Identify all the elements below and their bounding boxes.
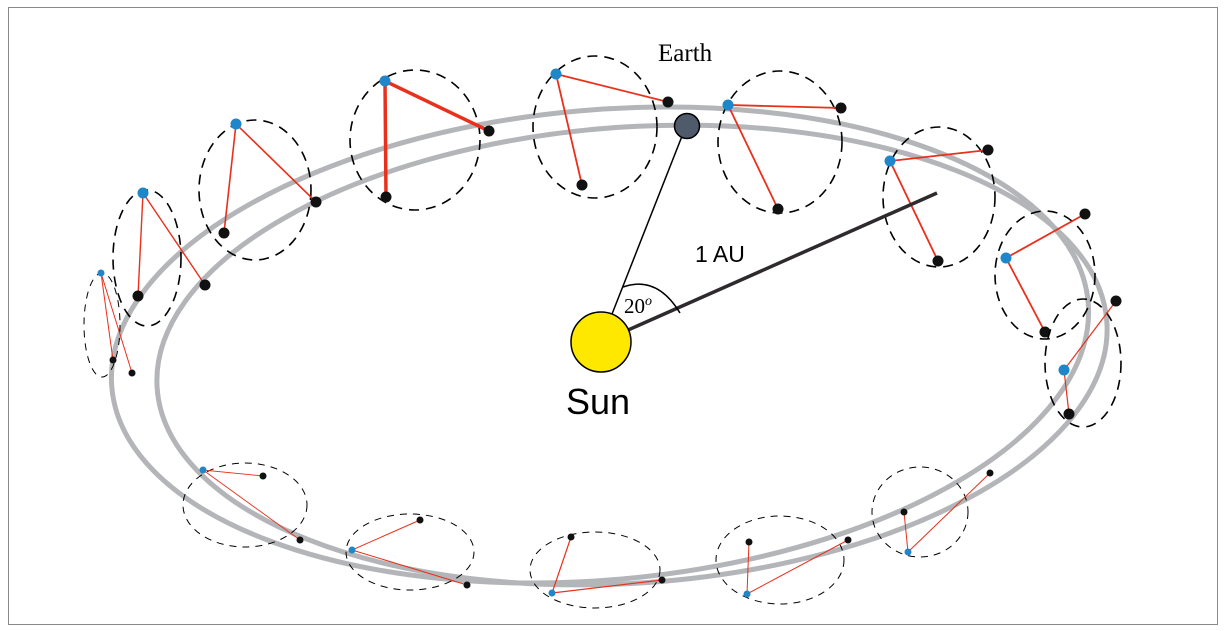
detector-orbit-circle <box>1044 298 1122 428</box>
detector-node-blue <box>743 590 751 598</box>
detector-orbit-circle <box>715 515 845 605</box>
detector-node-black <box>982 144 994 156</box>
detector-node-blue <box>550 68 562 80</box>
detector-orbit-circle <box>871 466 969 558</box>
distance-label: 1 AU <box>695 241 745 267</box>
detector-node-black <box>416 516 424 524</box>
detector-unit <box>112 187 211 327</box>
orbit-ellipses <box>108 104 1110 588</box>
detector-unit <box>83 269 136 378</box>
detector-node-black <box>1110 295 1122 307</box>
detector-node-black <box>844 536 852 544</box>
detector-orbit-circle <box>182 462 308 548</box>
detector-node-black <box>310 196 322 208</box>
detector-node-black <box>1079 208 1091 220</box>
detector-node-black <box>483 125 495 137</box>
orbit-ellipse-inner <box>154 122 1110 588</box>
sun-label: Sun <box>566 381 630 422</box>
detector-orbit-circle <box>529 531 661 609</box>
detector-triangle <box>201 469 301 541</box>
detector-node-blue <box>722 99 734 111</box>
detector-node-blue <box>348 546 356 554</box>
detector-node-black <box>986 469 994 477</box>
detector-node-blue <box>1000 252 1012 264</box>
detector-unit <box>345 513 475 591</box>
one-au-line <box>600 191 938 344</box>
detector-node-black <box>463 581 471 589</box>
detector-unit <box>182 462 308 548</box>
detector-node-black <box>1063 408 1075 420</box>
detector-orbit-circle <box>882 126 996 268</box>
detector-node-black <box>296 536 304 544</box>
detector-node-black <box>567 533 575 541</box>
detector-triangle <box>1004 213 1086 333</box>
detector-unit <box>994 208 1096 340</box>
detector-node-blue <box>137 187 149 199</box>
detector-node-black <box>932 255 944 267</box>
detector-node-black <box>835 102 847 114</box>
detector-node-black <box>745 538 753 546</box>
detector-unit <box>349 69 495 211</box>
detector-node-black <box>900 508 908 516</box>
detector-node-blue <box>1058 364 1070 376</box>
detector-node-black <box>259 472 267 480</box>
detector-node-black <box>658 576 666 584</box>
detector-node-blue <box>884 155 896 167</box>
angle-label: 20o <box>624 294 652 318</box>
detector-unit <box>532 55 674 199</box>
detector-unit <box>1044 295 1122 428</box>
detector-node-black <box>576 179 588 191</box>
sun-circle <box>570 311 632 373</box>
detector-orbit-circle <box>345 513 475 591</box>
detector-node-black <box>1039 326 1051 338</box>
detector-node-black <box>132 290 144 302</box>
detector-triangle <box>137 190 206 297</box>
detector-node-blue <box>97 269 105 277</box>
detector-triangle <box>100 272 133 374</box>
detector-node-black <box>199 279 211 291</box>
detector-node-black <box>662 96 674 108</box>
earth-label: Earth <box>658 40 713 67</box>
detector-units <box>83 55 1122 609</box>
detector-unit <box>529 531 666 609</box>
earth-circle <box>673 112 701 140</box>
detector-node-blue <box>199 466 207 474</box>
detector-node-black <box>772 203 784 215</box>
detector-orbit-circle <box>349 69 481 211</box>
detector-orbit-circle <box>198 119 312 261</box>
detector-node-black <box>109 356 117 364</box>
angle-value: 20 <box>624 294 645 318</box>
detector-unit <box>198 118 322 261</box>
angle-unit: o <box>645 294 652 309</box>
detector-unit <box>871 466 994 558</box>
detector-unit <box>717 70 847 215</box>
detector-node-blue <box>379 75 391 87</box>
detector-orbit-circle <box>532 55 658 199</box>
detector-triangle <box>383 78 490 198</box>
angle-arc <box>622 283 681 314</box>
detector-node-blue <box>548 589 556 597</box>
detector-node-black <box>128 369 136 377</box>
detector-orbit-circle <box>994 210 1096 340</box>
detector-node-blue <box>230 118 242 130</box>
detector-node-black <box>218 227 230 239</box>
detector-orbit-circle <box>717 70 843 214</box>
detector-unit <box>715 515 852 605</box>
detector-node-blue <box>904 548 912 556</box>
detector-node-black <box>380 191 392 203</box>
orbit-ellipse-outer <box>108 104 1092 586</box>
detector-unit <box>882 126 996 268</box>
sun-earth-line <box>600 125 687 343</box>
